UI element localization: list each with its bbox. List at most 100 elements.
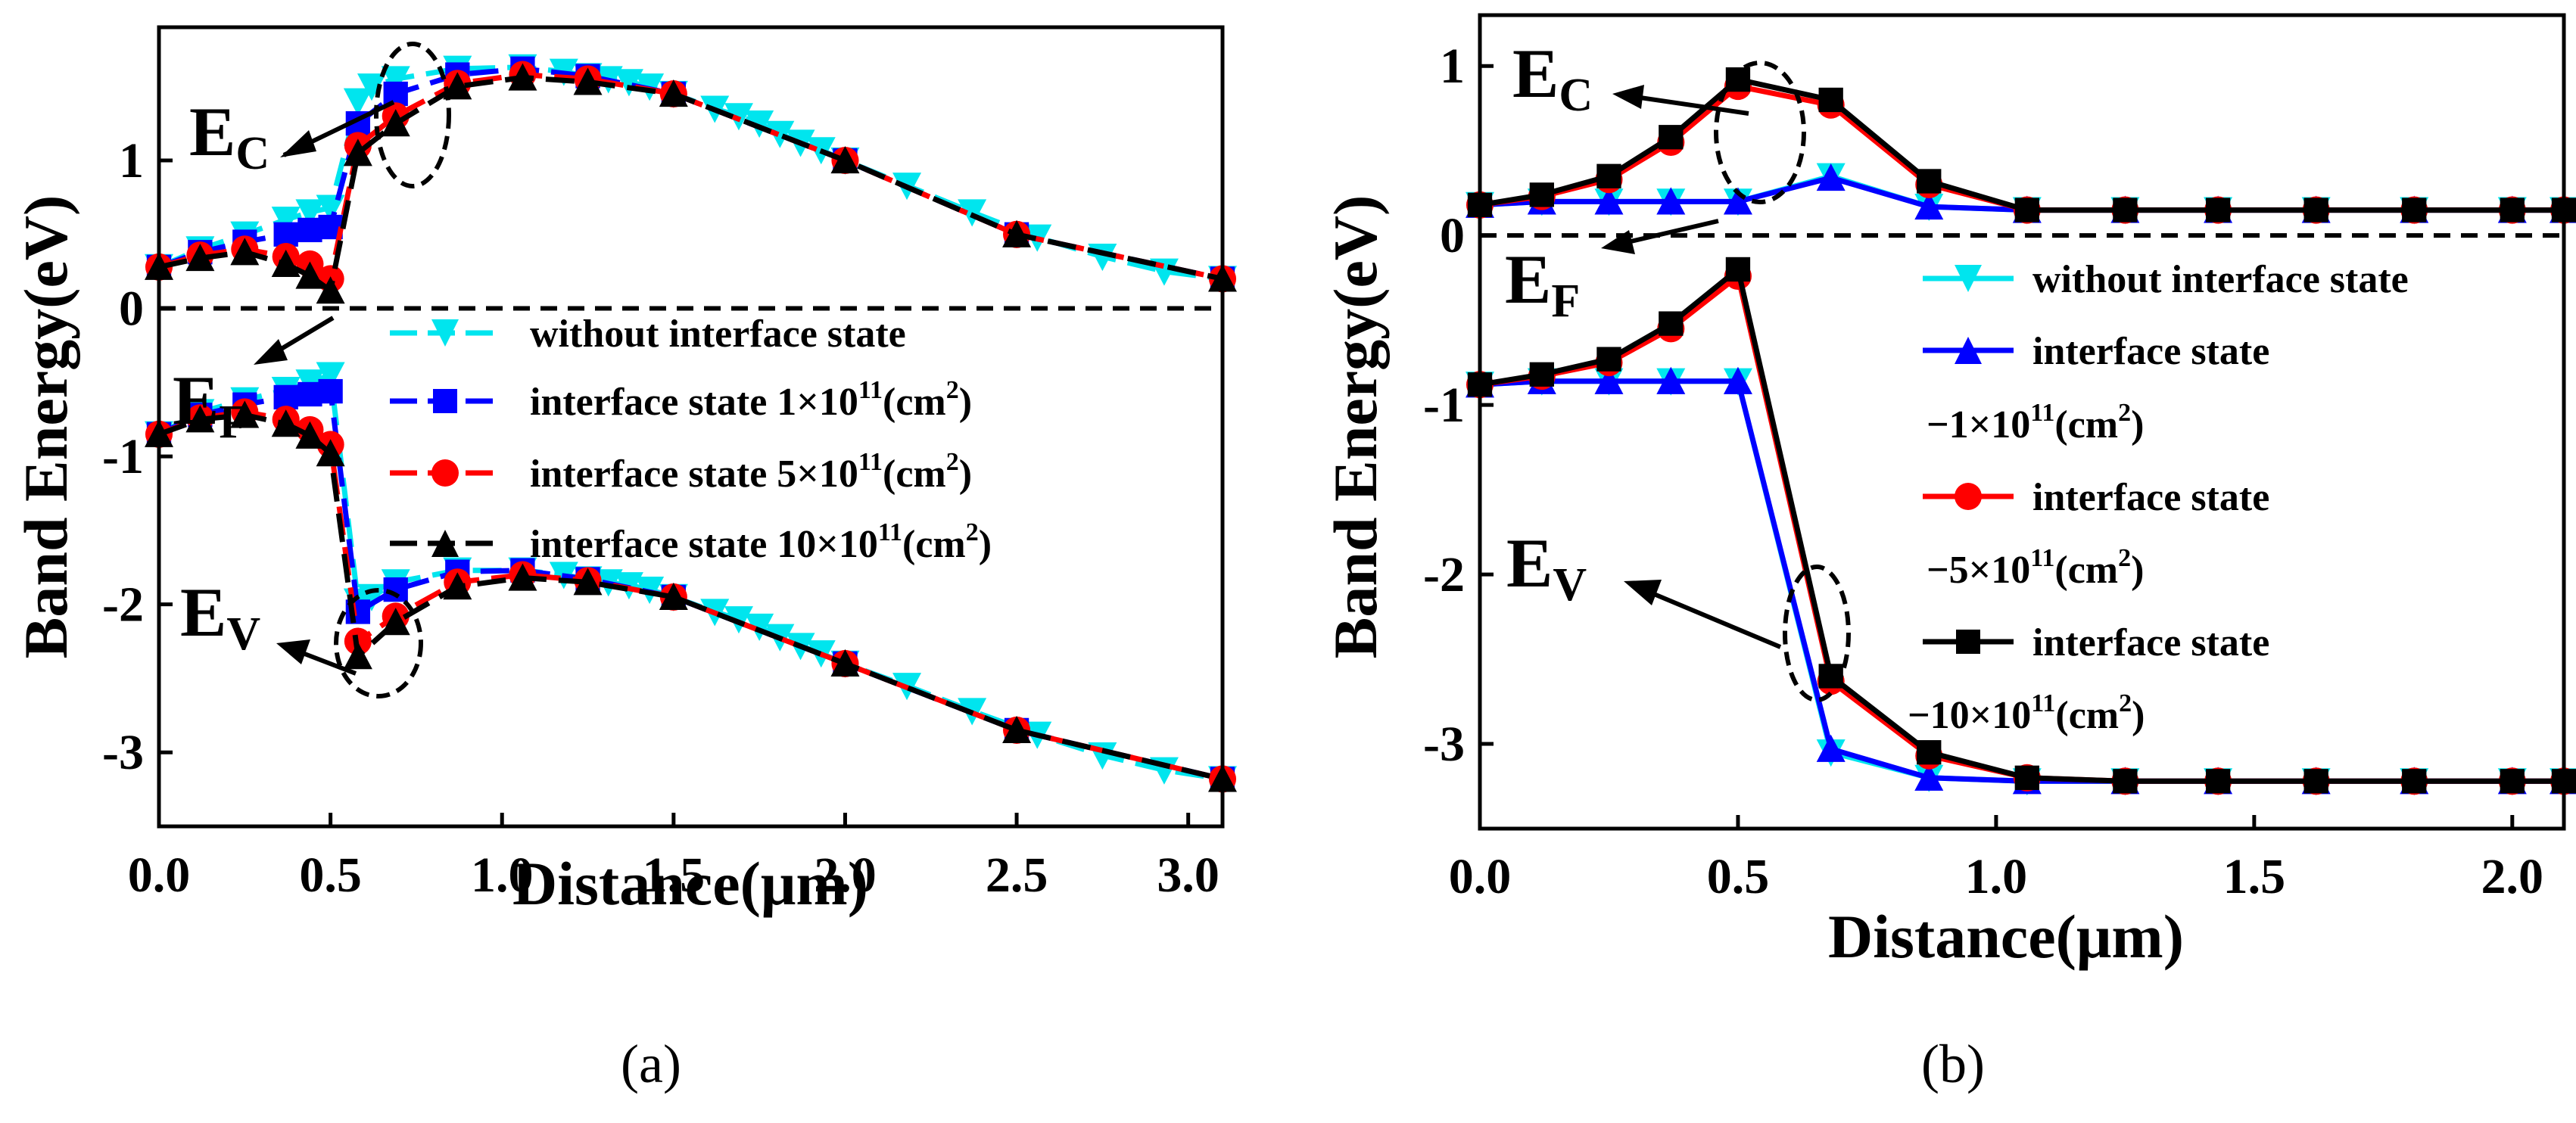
panel-a-series-1-point xyxy=(383,81,408,107)
svg-text:interface state: interface state xyxy=(2032,330,2269,373)
panel-b: 0.0 0.5 1.0 1.5 2.0 1 0 -1 -2 -3 Distance(μm) Ban… xyxy=(1321,13,2576,1094)
legend-b-marker-1 xyxy=(1955,265,1982,292)
svg-text:−1×1011(cm2): −1×1011(cm2) xyxy=(1927,399,2144,446)
svg-text:−10×1011(cm2): −10×1011(cm2) xyxy=(1908,689,2145,737)
panel-a-series-7-point xyxy=(573,568,603,596)
panel-a-series-7-point xyxy=(1002,715,1032,743)
panel-a-series-0-point xyxy=(357,73,386,101)
panel-a-series-1-point xyxy=(273,222,298,247)
svg-text:interface state: interface state xyxy=(2032,476,2269,519)
svg-text:interface state 1×1011(cm2): interface state 1×1011(cm2) xyxy=(530,376,972,424)
panel-b-series-3-point xyxy=(1529,182,1554,207)
panel-b-series-1-point xyxy=(1656,187,1686,215)
panel-b-series-5-point xyxy=(1594,366,1624,394)
legend-a-entry-4: interface state 10×1011(cm2) xyxy=(390,518,992,566)
legend-b-marker-2 xyxy=(1955,337,1982,364)
legend-a-entry-1: without interface state xyxy=(390,313,906,356)
panel-b-series-7-point xyxy=(1917,740,1942,765)
panel-b-series-7-point xyxy=(2113,769,2138,794)
legend-b-entry-1: without interface state xyxy=(1923,258,2409,301)
legend-b-entry-4: interface state −10×1011(cm2) xyxy=(1908,621,2269,737)
panel-b-ytick-label: 1 xyxy=(1440,39,1465,94)
panel-a-ec-annotation: EC xyxy=(189,42,451,188)
legend-b-marker-3 xyxy=(1955,483,1982,510)
panel-a-ytick-label: -2 xyxy=(102,577,144,633)
panel-a-ticks: 0.0 0.5 1.0 1.5 2.0 2.5 3.0 1 0 -1 -2 -3 xyxy=(102,133,1219,903)
panel-b-series-3-point xyxy=(2402,198,2427,222)
panel-b-series-7-point xyxy=(1725,257,1751,282)
legend-a-marker-2 xyxy=(433,389,457,413)
panel-a-series-3-point xyxy=(295,261,325,289)
panel-b-series-3-point xyxy=(1818,87,1843,113)
panel-b-ytick-label: -2 xyxy=(1423,547,1465,602)
panel-b-series-1-point xyxy=(1914,192,1944,220)
panel-a-series-3-point xyxy=(508,63,537,91)
panel-a-series-7-point xyxy=(443,572,472,600)
panel-b-series-5-point xyxy=(1723,366,1752,394)
panel-a-series-3-point xyxy=(381,109,410,137)
panel-a-series-0-point xyxy=(765,120,795,148)
panel-a-xtick-label: 0.0 xyxy=(128,848,191,903)
panel-a-xlabel: Distance(μm) xyxy=(512,849,868,918)
panel-b-ticks: 0.0 0.5 1.0 1.5 2.0 1 0 -1 -2 -3 xyxy=(1423,39,2543,904)
panel-a-ylabel: Band Energy(eV) xyxy=(11,195,80,659)
panel-b-series-5-point xyxy=(1816,734,1846,762)
panel-b-ev-annotation: EV xyxy=(1506,524,1851,702)
panel-b-series-7-point xyxy=(2402,769,2427,794)
legend-a-marker-4 xyxy=(431,530,459,557)
svg-text:interface state 10×1011(cm2): interface state 10×1011(cm2) xyxy=(530,518,992,566)
panel-b-series-3-point xyxy=(2014,198,2039,222)
svg-text:interface state: interface state xyxy=(2032,621,2269,664)
panel-b-series-3-point xyxy=(2303,198,2328,222)
panel-a-series-3-point xyxy=(659,79,688,107)
panel-b-xlabel: Distance(μm) xyxy=(1828,902,2184,971)
panel-b-ytick-label: 0 xyxy=(1440,208,1465,263)
panel-a-series-1-point xyxy=(297,217,322,243)
panel-a-series-7-point xyxy=(659,582,688,610)
panel-b-series-3-point xyxy=(1659,125,1684,150)
svg-text:without interface state: without interface state xyxy=(2032,258,2409,301)
panel-b-label: (b) xyxy=(1921,1034,1985,1094)
panel-b-series-7-point xyxy=(2303,769,2328,794)
panel-a-series-0-point xyxy=(295,199,325,227)
panel-a-xtick-label: 1.0 xyxy=(471,848,534,903)
panel-b-xtick-label: 0.5 xyxy=(1707,849,1770,904)
panel-a-series-5-line xyxy=(157,388,1223,782)
panel-a-series-0-point xyxy=(614,69,643,97)
panel-b-series-3-point xyxy=(1917,169,1942,194)
panel-a-series-3-point xyxy=(230,238,260,266)
panel-b-plot-frame xyxy=(1478,13,2566,831)
panel-a-series-0-point xyxy=(316,194,345,222)
svg-text:EC: EC xyxy=(1512,35,1593,121)
panel-a-series-4-point xyxy=(745,613,774,641)
panel-b-series-1-point xyxy=(1723,187,1752,215)
panel-b-series-5-point xyxy=(1656,366,1686,394)
panel-a-series-7-line xyxy=(157,412,1223,782)
panel-a-series-0-point xyxy=(271,207,301,235)
panel-b-series-7-point xyxy=(2205,769,2231,794)
legend-b-entry-3: interface state −5×1011(cm2) xyxy=(1923,476,2269,592)
panel-b-series-1-point xyxy=(1594,187,1624,215)
panel-a-series-0-point xyxy=(381,66,410,94)
panel-b-ylabel: Band Energy(eV) xyxy=(1321,195,1390,659)
panel-b-legend: without interface state interface state … xyxy=(1908,258,2409,737)
svg-text:EC: EC xyxy=(189,93,269,179)
panel-a: 0.0 0.5 1.0 1.5 2.0 2.5 3.0 1 0 -1 -2 -3 Distance(μ… xyxy=(11,25,1237,1094)
panel-a-series-3-point xyxy=(271,249,301,277)
panel-b-series-7-point xyxy=(2014,765,2039,790)
panel-a-xtick-label: 0.5 xyxy=(299,848,362,903)
panel-a-series-3-point xyxy=(185,244,215,272)
legend-b-marker-4 xyxy=(1956,630,1980,654)
panel-a-series-3-point xyxy=(573,67,603,95)
panel-b-series-3-point xyxy=(2205,198,2231,222)
panel-a-series-7-point xyxy=(508,563,537,591)
panel-a-ytick-label: -1 xyxy=(102,429,144,484)
panel-a-legend: without interface state interface state … xyxy=(390,313,992,566)
panel-a-series-7-point xyxy=(271,409,301,437)
panel-b-ef-annotation: EF xyxy=(1505,219,1719,327)
panel-a-series-7-point xyxy=(830,649,860,677)
svg-text:EV: EV xyxy=(180,574,260,660)
legend-b-entry-2: interface state −1×1011(cm2) xyxy=(1923,330,2269,446)
panel-a-ytick-label: 0 xyxy=(119,282,144,337)
